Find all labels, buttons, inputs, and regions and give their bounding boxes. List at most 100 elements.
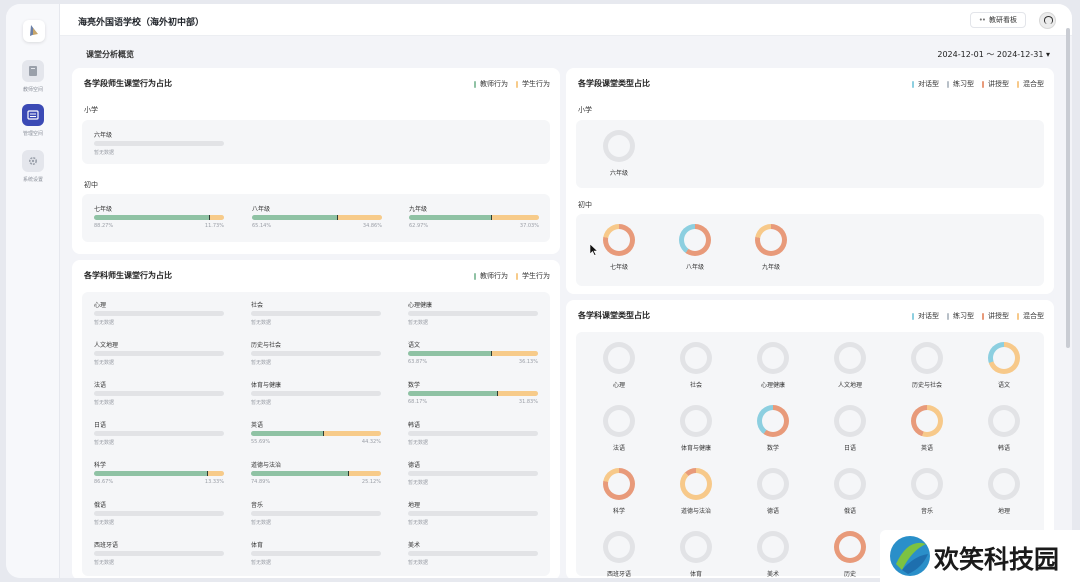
type-donut[interactable]: 数学 [748,405,798,452]
donut-ring [988,342,1020,374]
donut-label: 社会 [689,382,702,389]
type-donut[interactable]: 俄语 [825,468,875,515]
donut-label: 日语 [843,445,856,452]
type-donut[interactable]: 地理 [979,468,1029,515]
section-label-middle: 初中 [578,201,592,209]
type-donut[interactable]: 心理 [594,342,644,389]
subject-name: 地理 [408,502,421,509]
type-donut[interactable]: 体育与健康 [671,405,721,452]
type-donut[interactable]: 八年级 [670,224,720,271]
donut-ring [755,224,787,256]
type-donut[interactable]: 美术 [748,531,798,578]
sidebar-item-label: 系统设置 [22,177,43,183]
type-donut[interactable]: 音乐 [902,468,952,515]
teacher-value: 暂无数据 [408,320,429,326]
student-value: 36.13% [518,359,538,365]
type-donut[interactable]: 德语 [748,468,798,515]
date-range-picker[interactable]: 2024-12-01 ～ 2024-12-31 ▾ [937,50,1050,59]
primary-panel: 六年级 暂无数据 [82,120,550,164]
behavior-bar [251,511,381,516]
donut-label: 六年级 [609,170,628,177]
subject-item: 社会 暂无数据 [251,300,381,326]
top-bar: 海亮外国语学校（海外初中部） •• 教研看板 [60,4,1072,36]
legend: 教师行为 学生行为 [474,271,550,281]
type-donut[interactable]: 历史与社会 [902,342,952,389]
teacher-value: 暂无数据 [94,400,115,406]
subject-item: 美术 暂无数据 [408,540,538,566]
donut-ring [603,130,635,162]
behavior-bar [94,351,224,356]
subject-item: 西班牙语 暂无数据 [94,540,224,566]
type-donut[interactable]: 体育 [671,531,721,578]
teacher-value: 暂无数据 [94,560,115,566]
behavior-bar [408,511,538,516]
type-donut[interactable]: 科学 [594,468,644,515]
subject-name: 社会 [251,302,264,309]
student-segment [349,471,381,476]
subject-item: 人文地理 暂无数据 [94,340,224,366]
watermark-logo-icon [890,536,930,576]
middle-panel: 七年级 八年级 九年级 [576,214,1044,286]
sidebar-item-manage[interactable]: 管理空间 [6,104,60,137]
card-title: 各学科师生课堂行为占比 [84,271,172,280]
subject-item: 音乐 暂无数据 [251,500,381,526]
type-donut[interactable]: 语文 [979,342,1029,389]
donut-ring [834,531,866,563]
teacher-value: 86.67% [94,479,114,485]
avatar[interactable] [1039,12,1056,29]
student-value: 25.12% [361,479,381,485]
behavior-bar [251,351,381,356]
donut-ring [757,468,789,500]
subject-item: 数学 68.17% 31.83% [408,380,538,406]
type-donut[interactable]: 韩语 [979,405,1029,452]
type-donut[interactable]: 法语 [594,405,644,452]
donut-ring [757,531,789,563]
subject-item: 法语 暂无数据 [94,380,224,406]
sidebar-item-settings[interactable]: 系统设置 [6,150,60,183]
type-donut[interactable]: 历史 [825,531,875,578]
type-donut[interactable]: 九年级 [746,224,796,271]
scrollbar[interactable] [1066,28,1070,348]
donut-ring [680,468,712,500]
behavior-bar [408,471,538,476]
watermark: 欢笑科技园 [880,530,1080,582]
type-donut[interactable]: 七年级 [594,224,644,271]
donut-ring [911,405,943,437]
teacher-segment [408,351,492,356]
teacher-segment [251,471,349,476]
teacher-value: 暂无数据 [408,520,429,526]
sidebar: 教师空间 管理空间 系统设置 [6,4,60,578]
section-label-middle: 初中 [84,181,98,189]
type-donut[interactable]: 社会 [671,342,721,389]
behavior-bar [251,471,381,476]
subject-item: 体育与健康 暂无数据 [251,380,381,406]
type-donut[interactable]: 日语 [825,405,875,452]
type-donut[interactable]: 道德与法治 [671,468,721,515]
donut-ring [603,405,635,437]
teacher-value: 暂无数据 [251,320,272,326]
teacher-value: 74.89% [251,479,271,485]
donut-label: 数学 [766,445,779,452]
app-logo[interactable] [23,20,45,42]
teacher-value: 暂无数据 [251,520,272,526]
legend-teacher: 教师行为 [474,79,508,89]
type-donut[interactable]: 英语 [902,405,952,452]
student-segment [207,471,224,476]
middle-panel: 七年级 88.27% 11.73% 八年级 65.14% 34.86% 九年级 62… [82,194,550,242]
donut-label: 心理 [612,382,625,389]
subject-name: 体育 [251,542,264,549]
donut-ring [757,342,789,374]
dashboard-icon [22,104,44,126]
type-donut[interactable]: 六年级 [594,130,644,177]
subject-item: 英语 55.69% 44.32% [251,420,381,446]
sidebar-item-teacher[interactable]: 教师空间 [6,60,60,93]
type-donut[interactable]: 西班牙语 [594,531,644,578]
teaching-board-button[interactable]: •• 教研看板 [969,12,1026,28]
type-donut[interactable]: 心理健康 [748,342,798,389]
subject-item: 语文 63.87% 36.13% [408,340,538,366]
type-donut[interactable]: 人文地理 [825,342,875,389]
legend-practice: 练习型 [947,311,974,321]
subject-name: 体育与健康 [251,382,282,389]
subject-item: 心理健康 暂无数据 [408,300,538,326]
teacher-segment [408,391,497,396]
